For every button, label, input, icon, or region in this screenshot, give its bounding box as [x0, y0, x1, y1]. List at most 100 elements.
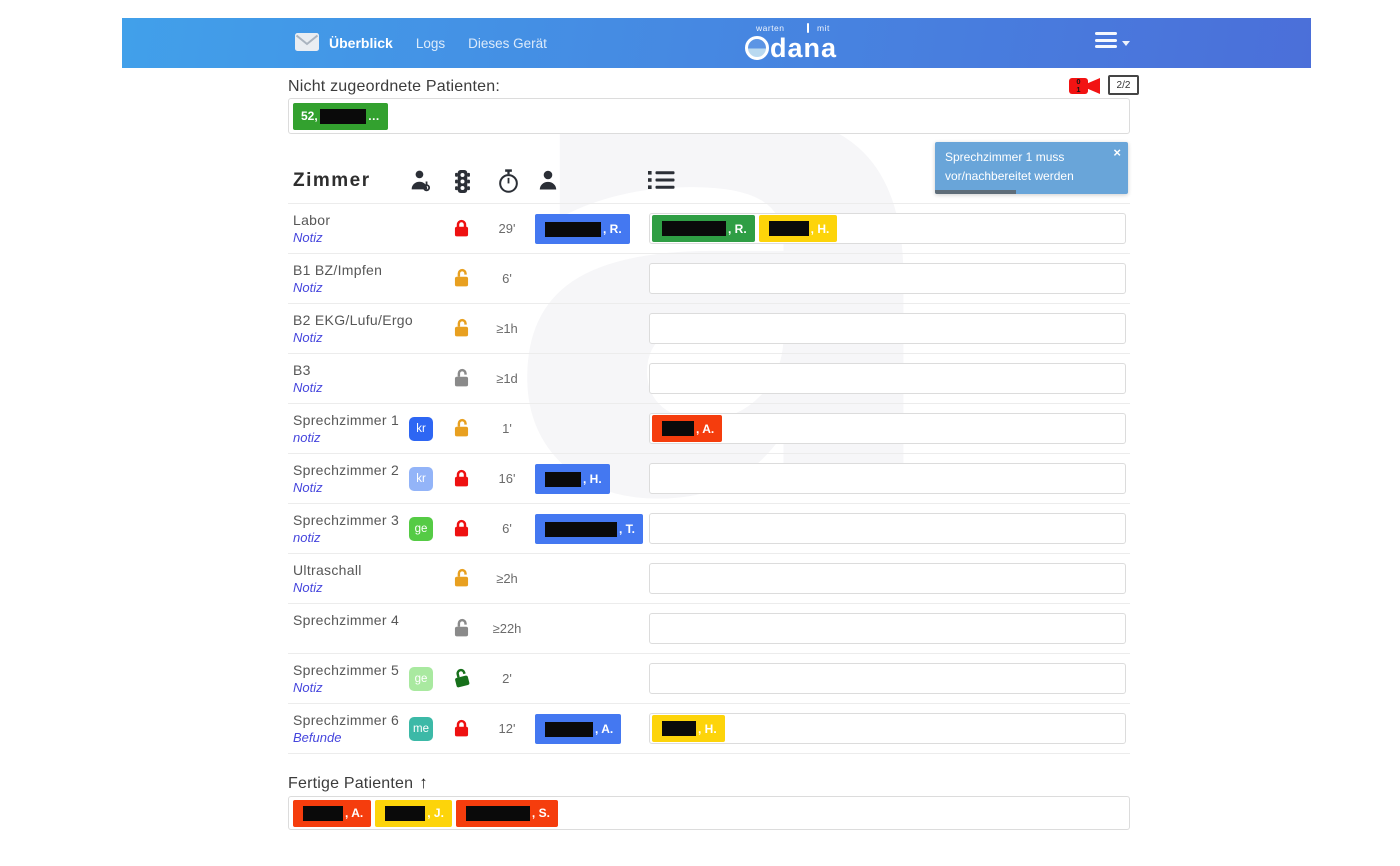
room-status-badge[interactable]: ge	[409, 667, 433, 691]
rooms-table-header: Zimmer	[288, 160, 1130, 203]
lock-open-icon[interactable]	[451, 668, 472, 694]
redacted-name	[465, 805, 530, 821]
lock-closed-icon[interactable]	[451, 468, 472, 489]
room-note-link[interactable]: notiz	[293, 430, 321, 445]
queue-dropzone: , R. , H.	[649, 213, 1126, 244]
finished-patient-chip[interactable]: , A.	[293, 799, 372, 827]
room-name: Sprechzimmer 5	[293, 662, 400, 678]
chip-suffix: , J.	[427, 806, 444, 820]
wait-time: ≥2h	[496, 571, 518, 586]
room-row: Ultraschall Notiz ≥2h	[288, 553, 1130, 603]
chip-suffix: , T.	[619, 522, 636, 536]
queue-patient-chip[interactable]: , H.	[758, 215, 838, 242]
current-patient-chip[interactable]: , H.	[535, 464, 610, 494]
room-note-link[interactable]: Befunde	[293, 730, 342, 745]
chip-suffix: , S.	[531, 806, 550, 820]
queue-dropzone	[649, 513, 1126, 544]
room-row: Labor Notiz 29' , R. , R. , H.	[288, 203, 1130, 253]
arrow-up-icon[interactable]: ↑	[419, 773, 428, 792]
room-note-link[interactable]: Notiz	[293, 230, 323, 245]
lock-open-icon[interactable]	[451, 418, 472, 439]
camera-icon[interactable]: 0 1	[1069, 75, 1102, 98]
main-nav: Überblick Logs Dieses Gerät	[329, 18, 547, 68]
unassigned-patients-box: 52,…	[288, 98, 1130, 134]
room-note-link[interactable]: Notiz	[293, 480, 323, 495]
nav-overview[interactable]: Überblick	[329, 35, 393, 51]
redacted-name	[768, 221, 809, 236]
camera-lens	[1088, 78, 1100, 94]
redacted-name	[545, 521, 617, 537]
room-row: Sprechzimmer 4 ≥22h	[288, 603, 1130, 653]
close-icon[interactable]: ×	[1113, 145, 1121, 160]
queue-dropzone	[649, 463, 1126, 494]
room-name: Sprechzimmer 4	[293, 612, 400, 628]
unassigned-title: Nicht zugeordnete Patienten:	[288, 78, 500, 95]
room-name: B3	[293, 362, 311, 378]
lock-open-icon[interactable]	[451, 318, 472, 339]
nav-this-device[interactable]: Dieses Gerät	[468, 35, 547, 51]
current-patient-chip[interactable]: , R.	[535, 214, 630, 244]
monitor-count: 2/2	[1108, 75, 1139, 95]
wait-time: ≥1h	[496, 321, 518, 336]
redacted-name	[303, 805, 343, 821]
room-name: B1 BZ/Impfen	[293, 262, 383, 278]
room-status-badge[interactable]: kr	[409, 417, 433, 441]
finished-title: Fertige Patienten ↑	[288, 773, 428, 793]
lock-open-icon[interactable]	[451, 618, 472, 639]
lock-closed-icon[interactable]	[451, 218, 472, 239]
room-row: Sprechzimmer 6 Befunde me 12' , A. , H.	[288, 703, 1130, 753]
column-header-room: Zimmer	[293, 170, 371, 191]
chip-suffix: , A.	[595, 722, 614, 736]
camera-body	[1069, 78, 1088, 94]
room-status-badge[interactable]: ge	[409, 517, 433, 541]
logo-wordmark-rest: dana	[770, 33, 838, 63]
redacted-name	[385, 805, 426, 821]
unassigned-patient-chip[interactable]: 52,…	[293, 102, 388, 130]
room-name: Sprechzimmer 2	[293, 462, 400, 478]
menu-button[interactable]	[1095, 32, 1131, 56]
lock-open-icon[interactable]	[451, 268, 472, 289]
room-note-link[interactable]: Notiz	[293, 580, 323, 595]
monitor-icon[interactable]: 2/2	[1108, 75, 1139, 95]
room-status-badge[interactable]: kr	[409, 467, 433, 491]
room-note-link[interactable]: Notiz	[293, 680, 323, 695]
logo-a-icon	[745, 36, 769, 60]
room-row: B3 Notiz ≥1d	[288, 353, 1130, 403]
redacted-name	[545, 721, 593, 737]
stopwatch-icon	[497, 169, 520, 194]
wait-time: 2'	[502, 671, 512, 686]
room-name: Sprechzimmer 6	[293, 712, 400, 728]
lock-closed-icon[interactable]	[451, 718, 472, 739]
redacted-name	[545, 221, 601, 237]
mail-icon[interactable]	[294, 31, 320, 53]
queue-dropzone	[649, 663, 1126, 694]
chip-suffix: …	[367, 109, 380, 123]
chip-suffix: , H.	[810, 221, 830, 236]
chip-suffix: , R.	[728, 221, 747, 236]
current-patient-chip[interactable]: , T.	[535, 514, 644, 544]
queue-patient-chip[interactable]: , A.	[652, 415, 723, 442]
room-row: Sprechzimmer 1 notiz kr 1' , A.	[288, 403, 1130, 453]
room-row: Sprechzimmer 3 notiz ge 6' , T.	[288, 503, 1130, 553]
chip-suffix: , H.	[698, 721, 717, 736]
queue-dropzone: , A.	[649, 413, 1126, 444]
queue-patient-chip[interactable]: , H.	[652, 715, 725, 742]
room-note-link[interactable]: Notiz	[293, 330, 323, 345]
wait-time: ≥22h	[492, 621, 522, 636]
room-note-link[interactable]: notiz	[293, 530, 321, 545]
queue-dropzone	[649, 563, 1126, 594]
finished-patient-chip[interactable]: , J.	[375, 799, 452, 827]
redacted-name	[662, 221, 726, 236]
room-note-link[interactable]: Notiz	[293, 380, 323, 395]
finished-patient-chip[interactable]: , S.	[455, 799, 558, 827]
queue-patient-chip[interactable]: , R.	[652, 215, 755, 242]
lock-closed-icon[interactable]	[451, 518, 472, 539]
redacted-name	[319, 108, 366, 124]
room-name: Labor	[293, 212, 331, 228]
room-note-link[interactable]: Notiz	[293, 280, 323, 295]
current-patient-chip[interactable]: , A.	[535, 714, 622, 744]
lock-open-icon[interactable]	[451, 568, 472, 589]
lock-open-icon[interactable]	[451, 368, 472, 389]
room-status-badge[interactable]: me	[409, 717, 433, 741]
nav-logs[interactable]: Logs	[415, 35, 446, 51]
